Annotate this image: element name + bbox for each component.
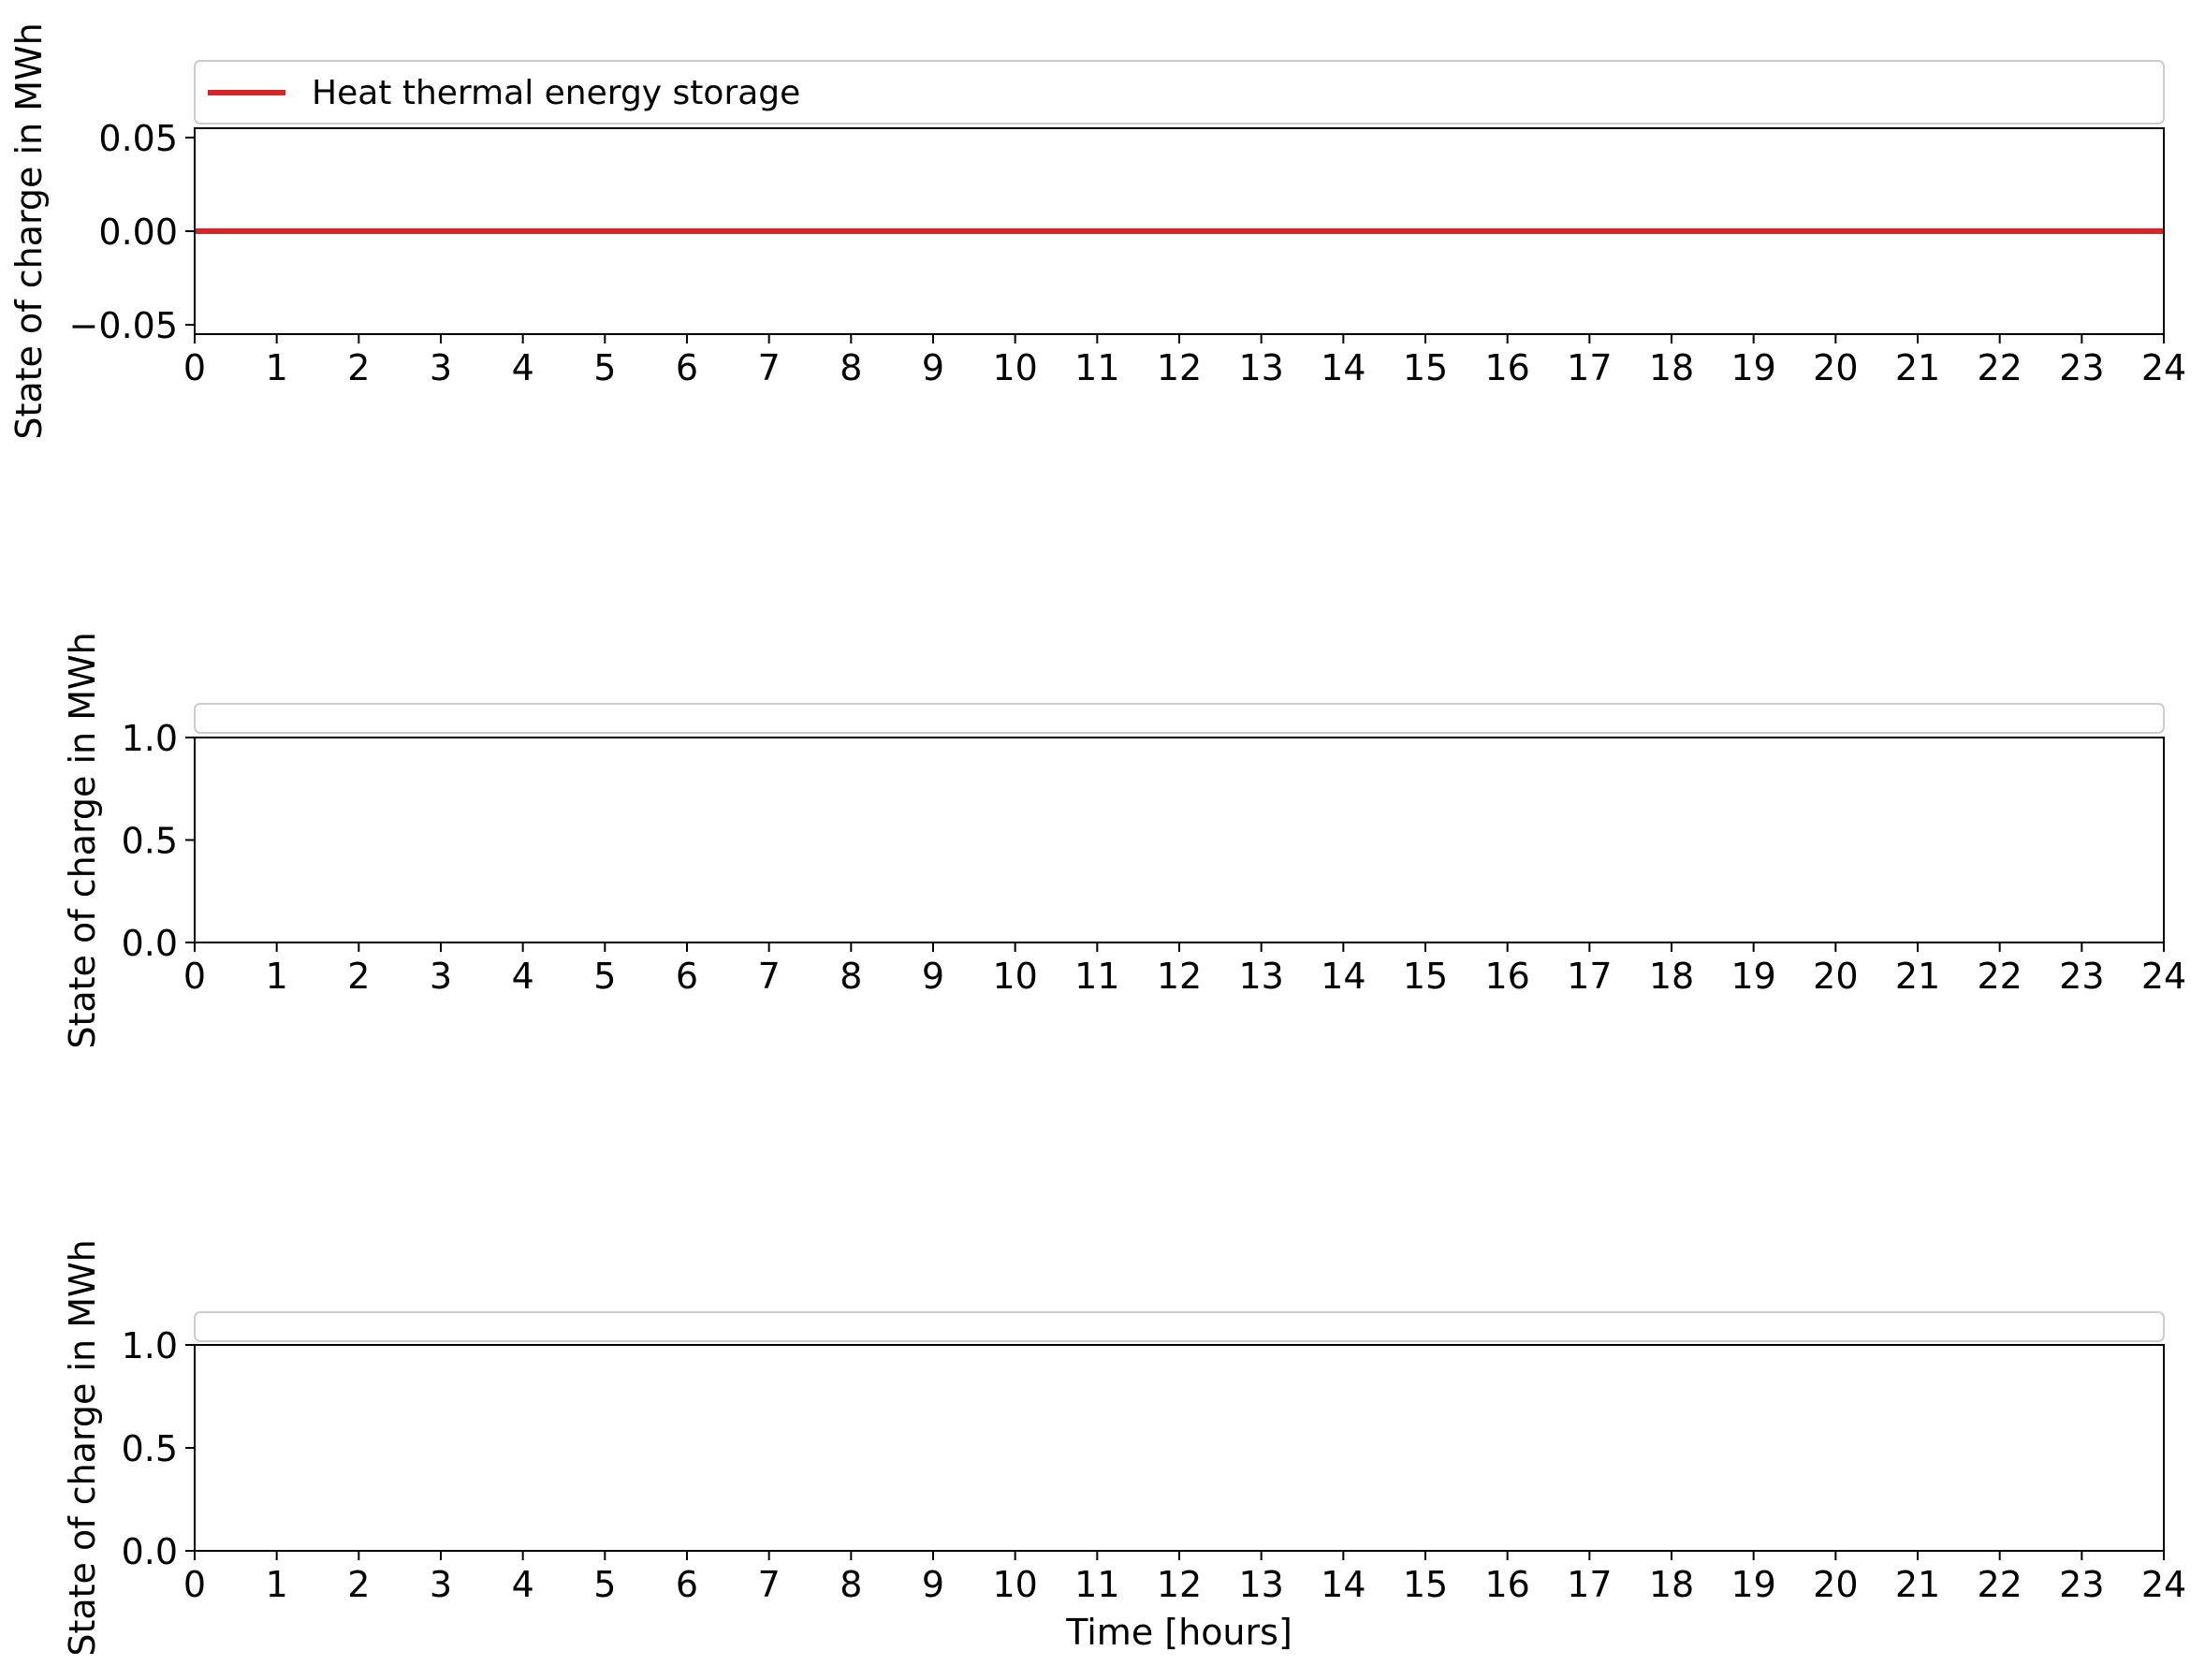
x-tick-label: 22 <box>1977 1564 2022 1605</box>
x-tick-label: 2 <box>347 347 370 388</box>
x-tick-label: 15 <box>1403 347 1448 388</box>
x-tick-label: 7 <box>758 347 781 388</box>
legend-label: Heat thermal energy storage <box>312 74 800 112</box>
x-tick-label: 15 <box>1403 956 1448 997</box>
x-tick-label: 23 <box>2059 347 2104 388</box>
x-tick-label: 8 <box>840 347 862 388</box>
x-tick-label: 16 <box>1484 956 1529 997</box>
y-tick-label: 0.0 <box>122 923 178 964</box>
x-tick-label: 12 <box>1157 347 1202 388</box>
x-tick-label: 4 <box>512 347 534 388</box>
x-tick-label: 8 <box>840 1564 862 1605</box>
x-tick-label: 18 <box>1649 956 1694 997</box>
x-tick-label: 1 <box>266 347 288 388</box>
x-tick-label: 8 <box>840 956 862 997</box>
x-tick-label: 9 <box>922 956 944 997</box>
y-axis-label: State of charge in MWh <box>8 22 50 439</box>
axes-frame <box>194 1344 2165 1552</box>
y-tick-label: 0.5 <box>122 1428 178 1469</box>
x-tick-label: 21 <box>1895 347 1940 388</box>
y-tick-label: −0.05 <box>69 305 178 346</box>
x-tick-label: 24 <box>2141 347 2186 388</box>
x-tick-label: 18 <box>1649 1564 1694 1605</box>
x-tick-label: 14 <box>1321 1564 1365 1605</box>
x-tick-label: 2 <box>347 956 370 997</box>
x-tick-label: 0 <box>183 956 206 997</box>
y-tick-label: 1.0 <box>122 718 178 759</box>
x-tick-label: 24 <box>2141 1564 2186 1605</box>
x-tick-label: 23 <box>2059 1564 2104 1605</box>
x-tick-label: 3 <box>430 956 452 997</box>
x-tick-label: 22 <box>1977 347 2022 388</box>
x-tick-label: 11 <box>1074 1564 1119 1605</box>
x-tick-label: 7 <box>758 1564 781 1605</box>
x-tick-label: 4 <box>512 1564 534 1605</box>
x-tick-label: 17 <box>1567 956 1612 997</box>
x-tick-label: 10 <box>992 956 1037 997</box>
y-tick-label: 0.5 <box>122 821 178 862</box>
x-tick-label: 6 <box>676 1564 698 1605</box>
x-tick-label: 12 <box>1157 956 1202 997</box>
x-tick-label: 24 <box>2141 956 2186 997</box>
x-tick-label: 9 <box>922 1564 944 1605</box>
x-tick-label: 10 <box>992 1564 1037 1605</box>
x-tick-label: 19 <box>1730 347 1775 388</box>
subplot-2: 0 1 2 3 4 5 6 7 8 9 10 11 12 13 14 15 16 17 18 19 20 21 22 23 24… <box>62 632 2186 1048</box>
x-tick-label: 10 <box>992 347 1037 388</box>
x-tick-label: 13 <box>1238 347 1283 388</box>
x-tick-label: 18 <box>1649 347 1694 388</box>
x-tick-label: 17 <box>1567 1564 1612 1605</box>
x-tick-label: 23 <box>2059 956 2104 997</box>
legend-box <box>194 60 2165 124</box>
x-tick-label: 16 <box>1484 347 1529 388</box>
y-tick-label: 0.05 <box>98 118 178 159</box>
x-tick-label: 20 <box>1813 347 1858 388</box>
x-tick-label: 21 <box>1895 956 1940 997</box>
x-tick-label: 2 <box>347 1564 370 1605</box>
x-tick-label: 4 <box>512 956 534 997</box>
x-tick-label: 19 <box>1730 1564 1775 1605</box>
y-tick-label: 1.0 <box>122 1325 178 1366</box>
x-tick-label: 5 <box>593 347 616 388</box>
subplot-3: 0 1 2 3 4 5 6 7 8 9 10 11 12 13 14 15 16 17 18 19 20 21 22 23 24… <box>62 1239 2186 1656</box>
x-tick-label: 16 <box>1484 1564 1529 1605</box>
x-tick-label: 9 <box>922 347 944 388</box>
x-tick-label: 11 <box>1074 956 1119 997</box>
x-tick-label: 0 <box>183 347 206 388</box>
x-tick-label: 14 <box>1321 347 1365 388</box>
x-tick-label: 3 <box>430 1564 452 1605</box>
x-tick-label: 22 <box>1977 956 2022 997</box>
x-tick-label: 6 <box>676 956 698 997</box>
x-tick-label: 19 <box>1730 956 1775 997</box>
x-axis-label: Time [hours] <box>1065 1612 1292 1653</box>
x-tick-label: 0 <box>183 1564 206 1605</box>
x-tick-label: 13 <box>1238 956 1283 997</box>
axes-frame <box>194 737 2165 943</box>
x-tick-label: 17 <box>1567 347 1612 388</box>
x-tick-label: 5 <box>593 956 616 997</box>
x-tick-label: 3 <box>430 347 452 388</box>
legend-box <box>194 1311 2165 1342</box>
y-tick-label: 0.00 <box>98 212 178 253</box>
x-tick-label: 1 <box>266 956 288 997</box>
legend-box <box>194 703 2165 734</box>
x-tick-label: 20 <box>1813 1564 1858 1605</box>
x-tick-label: 20 <box>1813 956 1858 997</box>
x-tick-label: 21 <box>1895 1564 1940 1605</box>
y-tick-label: 0.0 <box>122 1531 178 1572</box>
x-tick-label: 14 <box>1321 956 1365 997</box>
y-axis-label: State of charge in MWh <box>62 1239 103 1656</box>
x-tick-label: 5 <box>593 1564 616 1605</box>
x-tick-label: 6 <box>676 347 698 388</box>
y-axis-label: State of charge in MWh <box>62 632 103 1048</box>
x-tick-label: 12 <box>1157 1564 1202 1605</box>
x-tick-label: 7 <box>758 956 781 997</box>
x-tick-label: 15 <box>1403 1564 1448 1605</box>
x-tick-label: 13 <box>1238 1564 1283 1605</box>
x-tick-label: 11 <box>1074 347 1119 388</box>
x-tick-label: 1 <box>266 1564 288 1605</box>
